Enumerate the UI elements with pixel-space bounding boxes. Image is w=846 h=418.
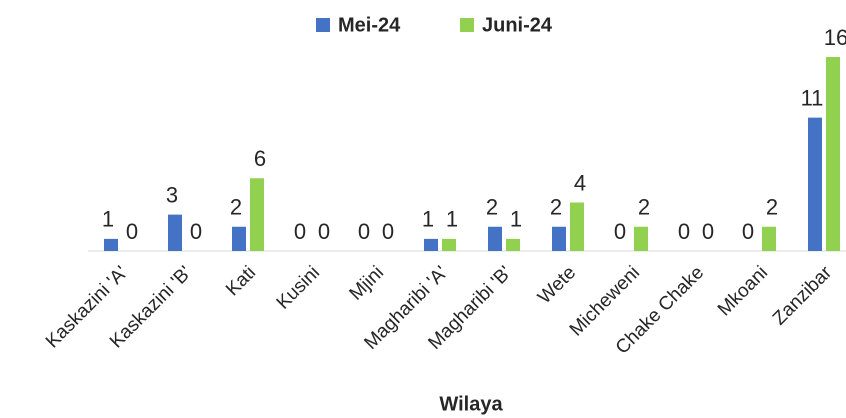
- x-tick-label: Kusini: [273, 262, 324, 313]
- value-label: 0: [742, 219, 754, 244]
- legend-swatch: [460, 18, 474, 32]
- value-label: 0: [190, 219, 202, 244]
- value-label: 2: [638, 195, 650, 220]
- bar: [808, 117, 822, 251]
- x-tick-label: Wete: [534, 262, 580, 308]
- legend-label: Juni-24: [482, 14, 553, 36]
- value-label: 1: [102, 207, 114, 232]
- bar: [762, 226, 776, 251]
- value-label: 0: [614, 219, 626, 244]
- bar: [250, 178, 264, 251]
- bar: [570, 202, 584, 251]
- value-label: 16: [824, 25, 846, 50]
- x-axis-title: Wilaya: [439, 393, 503, 415]
- x-tick-label: Mjini: [346, 262, 388, 304]
- value-label: 0: [678, 219, 690, 244]
- value-label: 0: [382, 219, 394, 244]
- legend-label: Mei-24: [338, 14, 401, 36]
- value-label: 1: [446, 207, 458, 232]
- x-tick-label: Mkoani: [714, 262, 772, 320]
- bar: [424, 238, 438, 251]
- bar: [506, 238, 520, 251]
- legend-swatch: [316, 18, 330, 32]
- value-label: 6: [254, 146, 266, 171]
- bar: [168, 214, 182, 251]
- x-tick-label: Kati: [222, 262, 260, 300]
- value-label: 0: [702, 219, 714, 244]
- value-label: 0: [294, 219, 306, 244]
- bar: [826, 57, 840, 251]
- value-label: 2: [766, 195, 778, 220]
- value-label: 2: [550, 195, 562, 220]
- bar: [104, 238, 118, 251]
- value-label: 1: [422, 207, 434, 232]
- value-label: 1: [510, 207, 522, 232]
- value-label: 0: [318, 219, 330, 244]
- value-label: 11: [801, 85, 824, 110]
- bar: [232, 226, 246, 251]
- bar: [442, 238, 456, 251]
- bar: [552, 226, 566, 251]
- x-tick-label: Zanzibar: [769, 262, 837, 330]
- value-label: 0: [126, 219, 138, 244]
- value-label: 2: [486, 195, 498, 220]
- bar: [488, 226, 502, 251]
- value-label: 3: [166, 182, 178, 207]
- value-label: 0: [358, 219, 370, 244]
- value-label: 2: [230, 195, 242, 220]
- bar: [634, 226, 648, 251]
- value-label: 4: [574, 170, 586, 195]
